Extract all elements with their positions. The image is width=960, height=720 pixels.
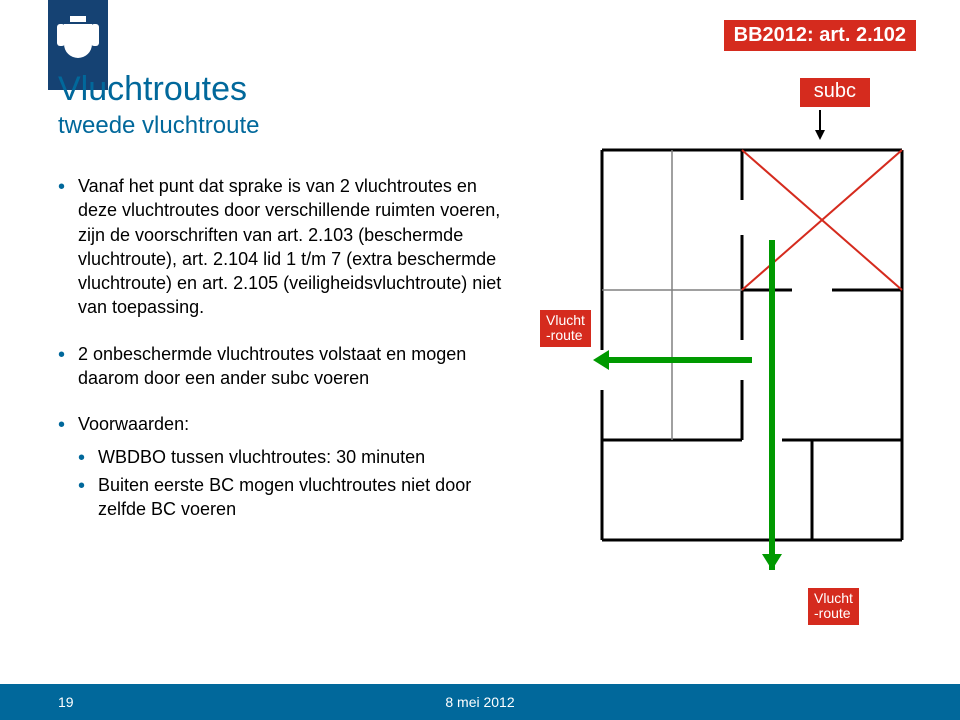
route-label-left: Vlucht -route: [540, 310, 591, 347]
route-label-bottom: Vlucht -route: [808, 588, 859, 625]
bullet-3: Voorwaarden: WBDBO tussen vluchtroutes: …: [58, 412, 518, 521]
bullet-3-sub-2: Buiten eerste BC mogen vluchtroutes niet…: [78, 473, 518, 522]
bullet-3-sub-1: WBDBO tussen vluchtroutes: 30 minuten: [78, 445, 518, 469]
bullet-1: Vanaf het punt dat sprake is van 2 vluch…: [58, 174, 518, 320]
floorplan-svg: [592, 140, 912, 570]
bullet-2: 2 onbeschermde vluchtroutes volstaat en …: [58, 342, 518, 391]
slide: BB2012: art. 2.102 Vluchtroutes tweede v…: [0, 0, 960, 720]
page-number: 19: [58, 694, 74, 710]
floorplan: [592, 140, 912, 570]
subc-label: subc: [800, 78, 870, 107]
article-badge: BB2012: art. 2.102: [724, 20, 916, 51]
subc-pointer-icon: [805, 110, 835, 140]
bullet-2-text: 2 onbeschermde vluchtroutes volstaat en …: [78, 344, 466, 388]
bullet-1-text: Vanaf het punt dat sprake is van 2 vluch…: [78, 176, 501, 317]
bullet-3-text: Voorwaarden:: [78, 414, 189, 434]
footer-date: 8 mei 2012: [445, 694, 514, 710]
page-subtitle: tweede vluchtroute: [58, 112, 259, 140]
footer-bar: 19 8 mei 2012: [0, 684, 960, 720]
body-text: Vanaf het punt dat sprake is van 2 vluch…: [58, 174, 518, 544]
page-title: Vluchtroutes: [58, 70, 247, 109]
crest-icon: [56, 14, 100, 66]
